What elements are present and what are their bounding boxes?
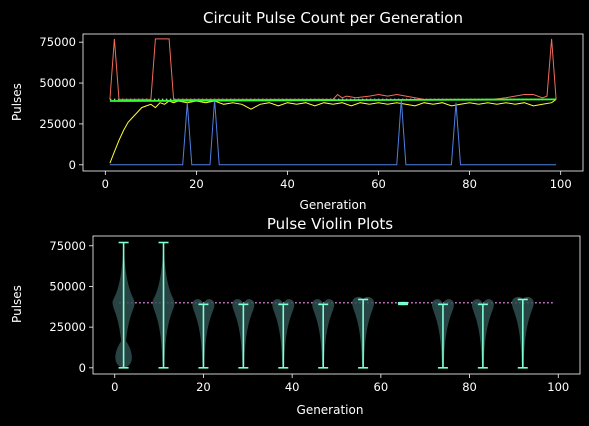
x-tick-label: 60 bbox=[374, 380, 389, 394]
violin-chart: Pulse Violin Plots Generation Pulses 0 20… bbox=[10, 215, 581, 417]
x-tick-label: 80 bbox=[462, 177, 477, 191]
series-line-2 bbox=[109, 98, 557, 164]
y-tick-label: 0 bbox=[79, 361, 86, 375]
y-tick-label: 25000 bbox=[49, 320, 86, 334]
x-tick-label: 80 bbox=[462, 380, 477, 394]
y-tick-label: 50000 bbox=[39, 76, 76, 90]
chart-title: Circuit Pulse Count per Generation bbox=[203, 9, 463, 27]
chart-title: Pulse Violin Plots bbox=[267, 215, 393, 233]
x-axis-label: Generation bbox=[300, 198, 367, 212]
plot-area: 0 20 40 60 80 100 0 25000 50000 75000 bbox=[39, 33, 584, 191]
x-tick-label: 20 bbox=[196, 380, 211, 394]
y-axis-label: Pulses bbox=[10, 83, 24, 121]
x-tick-label: 20 bbox=[189, 177, 204, 191]
x-tick-label: 0 bbox=[111, 380, 118, 394]
y-axis-label: Pulses bbox=[10, 285, 24, 323]
y-tick-label: 75000 bbox=[49, 239, 86, 253]
series-line-1 bbox=[109, 38, 557, 100]
y-tick-label: 75000 bbox=[39, 35, 76, 49]
x-tick-label: 60 bbox=[371, 177, 386, 191]
x-tick-label: 100 bbox=[547, 380, 569, 394]
x-tick-label: 40 bbox=[285, 380, 300, 394]
series-line-4 bbox=[109, 98, 557, 102]
y-tick-label: 25000 bbox=[39, 117, 76, 131]
x-tick-label: 40 bbox=[280, 177, 295, 191]
pulse-count-chart: Circuit Pulse Count per Generation Gener… bbox=[10, 9, 584, 212]
plot-frame bbox=[82, 33, 584, 172]
series-line-3 bbox=[109, 99, 557, 166]
x-tick-label: 100 bbox=[550, 177, 572, 191]
x-tick-label: 0 bbox=[102, 177, 109, 191]
plot-area: 0 20 40 60 80 100 0 25000 50000 75000 bbox=[49, 235, 581, 394]
y-tick-label: 0 bbox=[69, 158, 76, 172]
x-axis-label: Generation bbox=[297, 403, 364, 417]
y-tick-label: 50000 bbox=[49, 279, 86, 293]
